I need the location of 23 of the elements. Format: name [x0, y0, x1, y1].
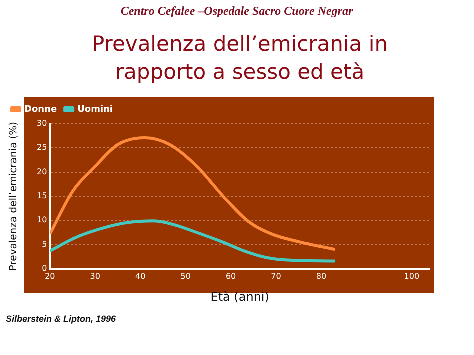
- chart-subtitle: Centro Cefalee –Ospedale Sacro Cuore Negrar: [120, 4, 354, 19]
- x-axis-title: Età (anni): [210, 290, 270, 304]
- chart-title: Prevalenza dell’emicrania in rapporto a sesso ed età: [91, 31, 389, 86]
- x-tick-label: 40: [136, 272, 146, 281]
- line-series: [50, 136, 337, 252]
- legend-label: Donne: [24, 104, 58, 115]
- text: Silberstein & Lipton, 1996: [6, 314, 116, 324]
- y-tick-label: 30: [36, 119, 48, 128]
- y-tick-label: 20: [36, 167, 48, 176]
- y-tick-label: 15: [36, 192, 48, 201]
- x-tick-label: 100: [404, 272, 420, 281]
- y-tick-label: 0: [42, 264, 48, 274]
- x-tick-label: 60: [226, 272, 236, 281]
- x-tick-label: 50: [180, 272, 191, 281]
- y-tick-label: 5: [42, 240, 48, 249]
- y-axis-title: Prevalenza dell’emicrania (%): [8, 122, 20, 272]
- x-tick-label: 80: [316, 272, 327, 281]
- x-tick-label: 30: [90, 272, 100, 281]
- x-tick-label: 70: [271, 272, 282, 281]
- y-tick-label: 25: [36, 143, 48, 152]
- y-tick-label: 10: [36, 216, 48, 225]
- legend-label: Uomini: [78, 104, 114, 115]
- line-series: [50, 220, 337, 263]
